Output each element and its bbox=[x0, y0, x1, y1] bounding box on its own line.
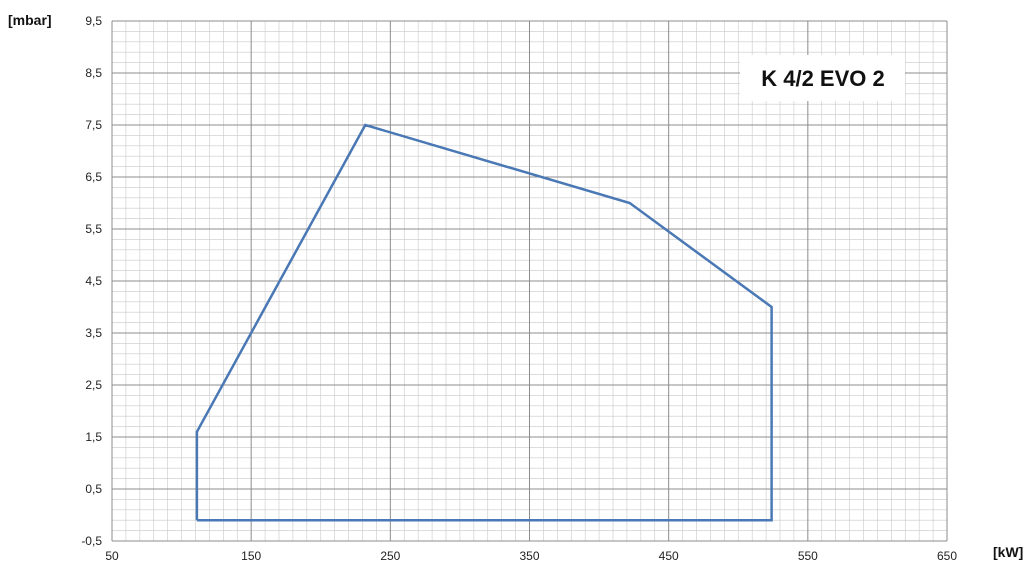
y-axis-tick-labels: -0,5 0,5 1,5 2,5 3,5 4,5 5,5 6,5 7,5 8,5 9,5 bbox=[81, 14, 102, 548]
x-tick-label: 250 bbox=[380, 549, 400, 563]
x-axis-label: [kW] bbox=[993, 544, 1023, 560]
y-tick-label: 6,5 bbox=[85, 170, 102, 184]
y-tick-label: 9,5 bbox=[85, 14, 102, 28]
chart-title: K 4/2 EVO 2 bbox=[761, 66, 885, 91]
y-tick-label: 3,5 bbox=[85, 326, 102, 340]
y-axis-label: [mbar] bbox=[8, 12, 52, 28]
title-box bbox=[740, 55, 905, 101]
y-tick-label: 2,5 bbox=[85, 378, 102, 392]
y-tick-label: 7,5 bbox=[85, 118, 102, 132]
x-tick-label: 450 bbox=[659, 549, 679, 563]
x-tick-label: 650 bbox=[937, 549, 957, 563]
x-tick-label: 150 bbox=[241, 549, 261, 563]
y-tick-label: 0,5 bbox=[85, 482, 102, 496]
x-tick-label: 50 bbox=[105, 549, 119, 563]
y-tick-label: 8,5 bbox=[85, 66, 102, 80]
y-tick-label: 5,5 bbox=[85, 222, 102, 236]
x-axis-tick-labels: 50 150 250 350 450 550 650 bbox=[105, 549, 957, 563]
x-tick-label: 550 bbox=[798, 549, 818, 563]
y-tick-label: -0,5 bbox=[81, 534, 102, 548]
x-tick-label: 350 bbox=[519, 549, 539, 563]
y-tick-label: 4,5 bbox=[85, 274, 102, 288]
working-field-line bbox=[195, 123, 773, 522]
y-tick-label: 1,5 bbox=[85, 430, 102, 444]
